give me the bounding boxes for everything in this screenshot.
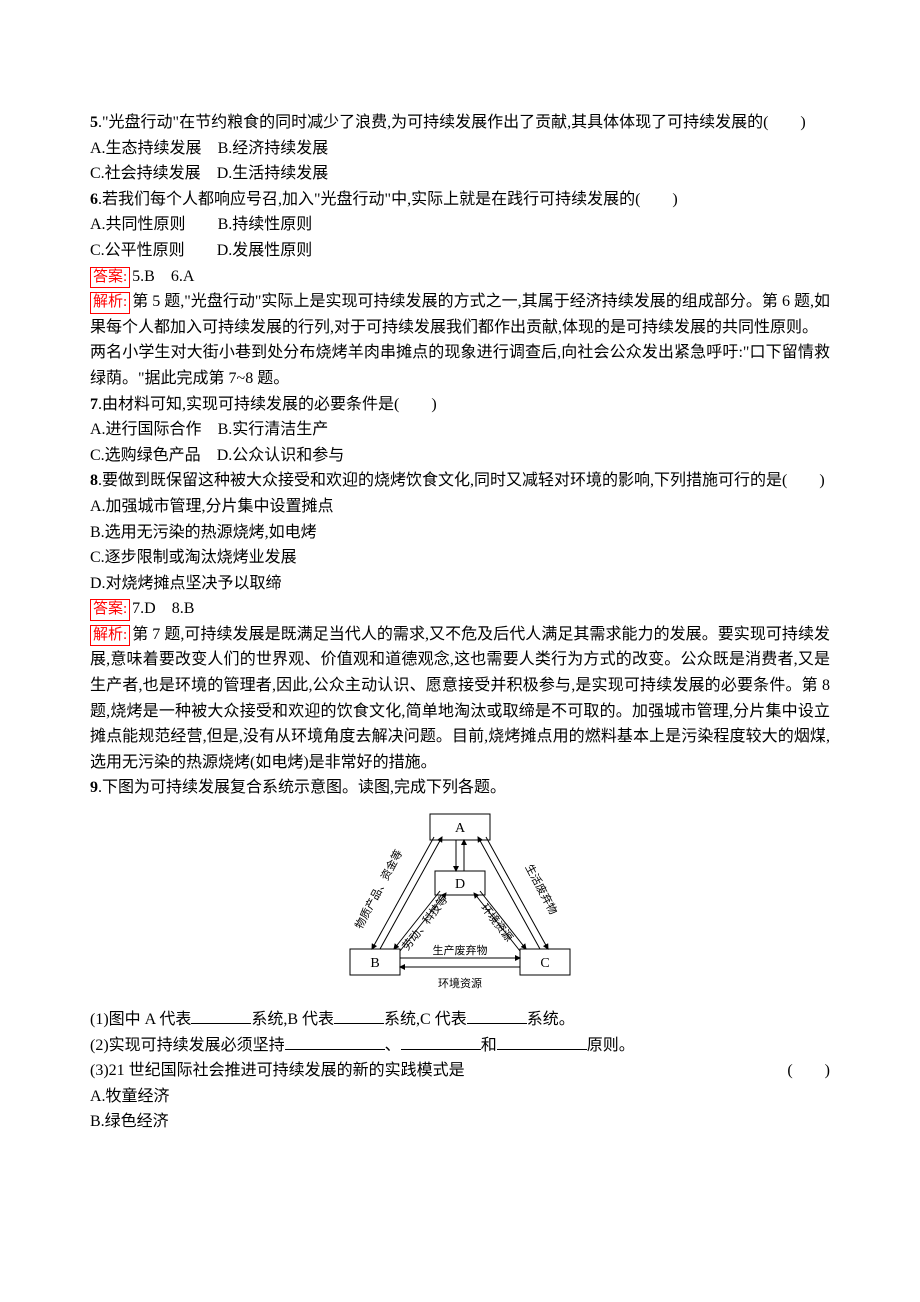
- q5-stem: 5."光盘行动"在节约粮食的同时减少了浪费,为可持续发展作出了贡献,其具体体现了…: [90, 110, 830, 136]
- q9-sub1b: 系统,B 代表: [251, 1011, 334, 1028]
- q8-optC: C.逐步限制或淘汰烧烤业发展: [90, 545, 830, 571]
- q9-sub2b: 、: [385, 1037, 401, 1054]
- diagram-svg: A D B C: [320, 809, 600, 999]
- q7-options-row2: C.选购绿色产品 D.公众认识和参与: [90, 443, 830, 469]
- answer-78: 答案:7.D 8.B: [90, 596, 830, 622]
- blank[interactable]: [285, 1033, 385, 1050]
- answer-56: 答案:5.B 6.A: [90, 264, 830, 290]
- edge-label-bottom2: 环境资源: [438, 976, 482, 990]
- q5-optD: D.生活持续发展: [217, 165, 329, 182]
- blank[interactable]: [191, 1007, 251, 1024]
- explain-56: 解析:第 5 题,"光盘行动"实际上是实现可持续发展的方式之一,其属于经济持续发…: [90, 289, 830, 340]
- explain-tag: 解析:: [90, 292, 130, 314]
- paren-blank: ( ): [787, 1058, 830, 1084]
- q9-sub1c: 系统,C 代表: [384, 1011, 467, 1028]
- q6-options-row1: A.共同性原则 B.持续性原则: [90, 212, 830, 238]
- node-B-label: B: [370, 956, 379, 971]
- explain-78-text: 第 7 题,可持续发展是既满足当代人的需求,又不危及后代人满足其需求能力的发展。…: [90, 626, 830, 771]
- q5-optC: C.社会持续发展: [90, 165, 201, 182]
- q8-optD: D.对烧烤摊点坚决予以取缔: [90, 571, 830, 597]
- node-D-label: D: [455, 877, 465, 892]
- q7-options-row1: A.进行国际合作 B.实行清洁生产: [90, 417, 830, 443]
- q9-sub1d: 系统。: [527, 1011, 575, 1028]
- q9-diagram: A D B C: [90, 809, 830, 999]
- q6-optD: D.发展性原则: [217, 242, 313, 259]
- q8-optA: A.加强城市管理,分片集中设置摊点: [90, 494, 830, 520]
- q9-stem: 9.下图为可持续发展复合系统示意图。读图,完成下列各题。: [90, 775, 830, 801]
- intro-78: 两名小学生对大街小巷到处分布烧烤羊肉串摊点的现象进行调查后,向社会公众发出紧急呼…: [90, 340, 830, 391]
- q7-optC: C.选购绿色产品: [90, 447, 201, 464]
- q5-options-row1: A.生态持续发展 B.经济持续发展: [90, 136, 830, 162]
- q5-stem-text: "光盘行动"在节约粮食的同时减少了浪费,为可持续发展作出了贡献,其具体体现了可持…: [102, 114, 806, 131]
- blank[interactable]: [497, 1033, 587, 1050]
- q7-optA: A.进行国际合作: [90, 421, 202, 438]
- answer-tag-2: 答案:: [90, 599, 130, 621]
- q5-options-row2: C.社会持续发展 D.生活持续发展: [90, 161, 830, 187]
- q7-stem: 7.由材料可知,实现可持续发展的必要条件是( ): [90, 392, 830, 418]
- q6-stem-text: 若我们每个人都响应号召,加入"光盘行动"中,实际上就是在践行可持续发展的( ): [102, 191, 678, 208]
- edge-label-bottom1: 生产废弃物: [433, 943, 488, 957]
- q6-stem: 6.若我们每个人都响应号召,加入"光盘行动"中,实际上就是在践行可持续发展的( …: [90, 187, 830, 213]
- blank[interactable]: [401, 1033, 481, 1050]
- q8-stem-text: 要做到既保留这种被大众接受和欢迎的烧烤饮食文化,同时又减轻对环境的影响,下列措施…: [102, 472, 825, 489]
- q9-optA: A.牧童经济: [90, 1084, 830, 1110]
- q9-sub2c: 和: [481, 1037, 497, 1054]
- answer-78-text: 7.D 8.B: [132, 600, 194, 617]
- q9-sub3-text: (3)21 世纪国际社会推进可持续发展的新的实践模式是: [90, 1062, 465, 1079]
- q9-optB: B.绿色经济: [90, 1109, 830, 1135]
- q7-stem-text: 由材料可知,实现可持续发展的必要条件是( ): [102, 396, 437, 413]
- q9-stem-text: 下图为可持续发展复合系统示意图。读图,完成下列各题。: [102, 779, 506, 796]
- blank[interactable]: [334, 1007, 384, 1024]
- blank[interactable]: [467, 1007, 527, 1024]
- q9-sub2: (2)实现可持续发展必须坚持 、 和 原则。: [90, 1033, 830, 1059]
- q8-optB: B.选用无污染的热源烧烤,如电烤: [90, 520, 830, 546]
- explain-78: 解析:第 7 题,可持续发展是既满足当代人的需求,又不危及后代人满足其需求能力的…: [90, 622, 830, 776]
- q5-optB: B.经济持续发展: [218, 140, 329, 157]
- answer-56-text: 5.B 6.A: [132, 268, 194, 285]
- edge-label-right: 生活废弃物: [522, 862, 560, 917]
- q7-optD: D.公众认识和参与: [217, 447, 345, 464]
- q9-sub1: (1)图中 A 代表 系统,B 代表 系统,C 代表 系统。: [90, 1007, 830, 1033]
- node-C-label: C: [540, 956, 549, 971]
- explain-tag-2: 解析:: [90, 625, 130, 647]
- edge-label-right2: 环境资源: [478, 901, 516, 944]
- explain-56-text: 第 5 题,"光盘行动"实际上是实现可持续发展的方式之一,其属于经济持续发展的组…: [90, 293, 830, 336]
- q6-optC: C.公平性原则: [90, 242, 185, 259]
- q9-sub3: (3)21 世纪国际社会推进可持续发展的新的实践模式是 ( ): [90, 1058, 830, 1084]
- q9-sub2d: 原则。: [587, 1037, 635, 1054]
- q7-optB: B.实行清洁生产: [218, 421, 329, 438]
- q6-optB: B.持续性原则: [218, 216, 313, 233]
- q6-optA: A.共同性原则: [90, 216, 186, 233]
- q9-sub1a: (1)图中 A 代表: [90, 1011, 191, 1028]
- node-A-label: A: [455, 821, 466, 836]
- q6-options-row2: C.公平性原则 D.发展性原则: [90, 238, 830, 264]
- q8-stem: 8.要做到既保留这种被大众接受和欢迎的烧烤饮食文化,同时又减轻对环境的影响,下列…: [90, 468, 830, 494]
- q5-optA: A.生态持续发展: [90, 140, 202, 157]
- q9-sub2a: (2)实现可持续发展必须坚持: [90, 1037, 285, 1054]
- answer-tag: 答案:: [90, 267, 130, 289]
